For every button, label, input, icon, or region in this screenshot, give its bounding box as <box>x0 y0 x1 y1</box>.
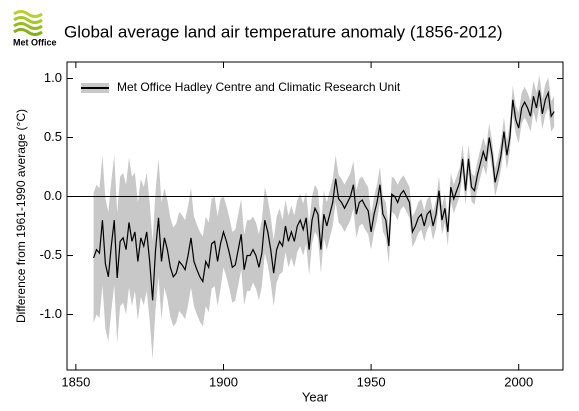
x-tick-label: 1950 <box>357 374 386 389</box>
y-tick-label: -0.5 <box>40 247 62 262</box>
logo-wave <box>13 10 43 18</box>
y-tick-label: 0.0 <box>44 188 62 203</box>
y-tick-label: 1.0 <box>44 70 62 85</box>
logo-wave <box>13 16 43 24</box>
y-tick-label: -1.0 <box>40 306 62 321</box>
logo-wave <box>13 22 43 30</box>
x-tick-label: 2000 <box>504 374 533 389</box>
y-axis-label: Difference from 1961-1990 average (°C) <box>14 109 28 323</box>
x-tick-label: 1850 <box>61 374 90 389</box>
x-axis-label: Year <box>302 389 329 404</box>
legend-label: Met Office Hadley Centre and Climatic Re… <box>117 80 401 94</box>
x-tick-label: 1900 <box>209 374 238 389</box>
logo: Met Office <box>13 10 57 47</box>
plot-frame <box>66 61 564 371</box>
y-tick-label: 0.5 <box>44 129 62 144</box>
data-line <box>93 90 555 301</box>
logo-text: Met Office <box>13 37 57 47</box>
logo-wave <box>13 28 43 36</box>
chart-title: Global average land air temperature anom… <box>64 22 502 41</box>
